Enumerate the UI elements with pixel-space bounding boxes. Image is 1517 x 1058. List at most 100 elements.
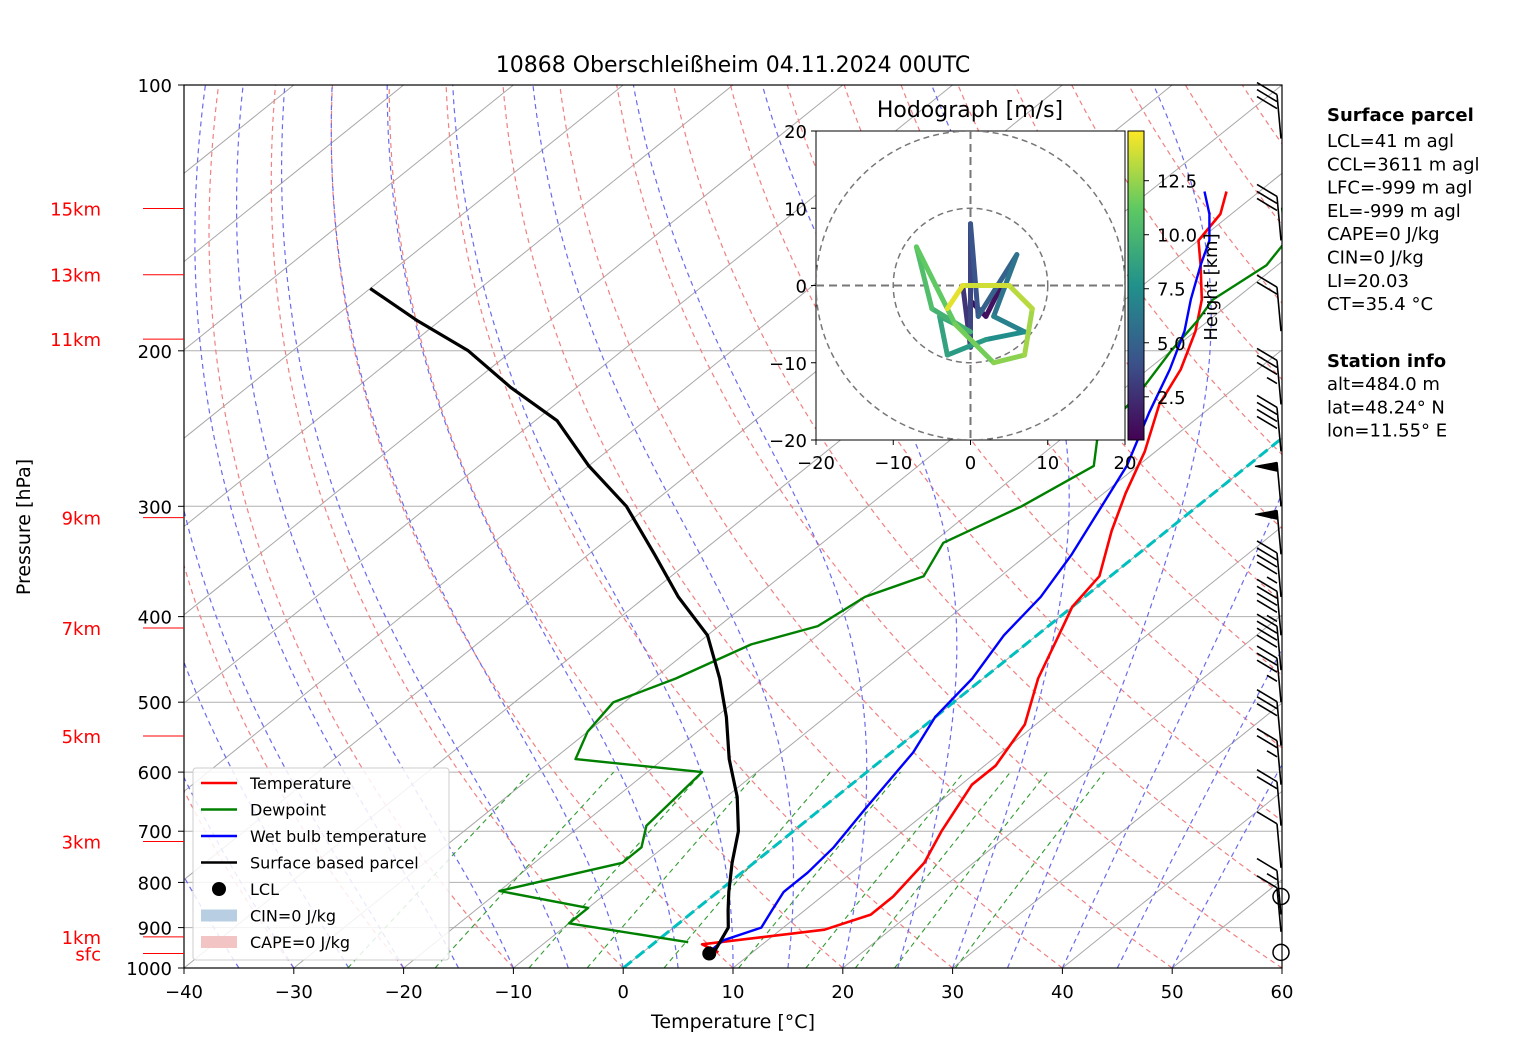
dry-adiabat-line (270, 85, 624, 968)
wind-barb (1256, 875, 1282, 932)
legend-label: CIN=0 J/kg (250, 907, 336, 926)
dry-adiabat-line (502, 85, 1063, 968)
barb-half-flag (1266, 614, 1278, 623)
legend: Temperature Dewpoint Wet bulb temperature S… (192, 767, 450, 961)
barb-flag (1256, 811, 1278, 825)
hodograph-x-tick-label: 0 (965, 453, 976, 474)
x-tick-label: 20 (831, 982, 854, 1003)
isotherm-line (1062, 790, 1282, 968)
colorbar-tick-label: 7.5 (1157, 280, 1186, 301)
isotherm-line (403, 260, 1282, 968)
barb-flag (1256, 347, 1278, 362)
wind-barb (1254, 509, 1282, 555)
station-info-heading: Station info (1327, 351, 1446, 372)
height-marker-label: 11km (50, 330, 101, 351)
colorbar-tick-label: 5.0 (1157, 334, 1186, 355)
barb-flag (1256, 702, 1278, 717)
barb-half-flag (1266, 750, 1278, 758)
x-tick-label: 40 (1051, 982, 1074, 1003)
y-tick-label: 1000 (126, 959, 172, 980)
surface-parcel-line: CT=35.4 °C (1327, 294, 1433, 315)
barb-staff (1276, 591, 1282, 636)
height-marker-label: 7km (62, 619, 101, 640)
legend-patch-swatch (201, 909, 237, 922)
profile-lines (369, 191, 1282, 961)
legend-label: Surface based parcel (250, 854, 419, 873)
moist-adiabat-line (452, 85, 734, 968)
moist-adiabat-line (1061, 491, 1282, 968)
barb-flag (1256, 645, 1278, 659)
height-marker-label: 15km (50, 200, 101, 221)
barb-flag (1256, 408, 1278, 423)
legend-label: Wet bulb temperature (250, 827, 427, 846)
x-tick-label: 60 (1271, 982, 1294, 1003)
wind-barb (1256, 769, 1282, 826)
hodograph-trace-segment (944, 337, 989, 358)
barb-flag (1256, 769, 1278, 783)
legend-label: CAPE=0 J/kg (250, 933, 350, 952)
moist-adiabat-line (1116, 647, 1282, 968)
hodograph-x-tick-label: 20 (1114, 453, 1137, 474)
dry-adiabat-line (445, 85, 953, 968)
legend-label: Temperature (249, 774, 351, 793)
barb-staff (1276, 870, 1282, 915)
convective-temperature-line (622, 436, 1282, 968)
y-tick-label: 500 (138, 693, 172, 714)
moist-adiabat-line (1006, 85, 1212, 968)
mixing-ratio-line (805, 771, 965, 968)
barb-staff (1276, 887, 1282, 932)
lcl-point (702, 946, 717, 961)
barb-staff (1276, 510, 1282, 555)
barb-half-flag (1266, 576, 1278, 584)
isotherm-line (184, 85, 514, 351)
barb-flag (1256, 354, 1278, 369)
barb-pennant (1254, 461, 1278, 472)
height-marker-label: 3km (62, 832, 101, 853)
y-tick-label: 900 (138, 919, 172, 940)
surface-parcel-line: LFC=-999 m agl (1327, 178, 1472, 199)
wind-barb (1256, 274, 1282, 332)
wind-barb (1256, 727, 1282, 785)
barb-flag (1256, 776, 1278, 790)
dry-adiabat-line (616, 85, 1282, 968)
x-tick-label: −10 (494, 982, 532, 1003)
barb-flag (1256, 592, 1278, 607)
barb-flag (1256, 190, 1278, 205)
hodograph-trace-segment (968, 221, 981, 319)
height-marker-label: 13km (50, 266, 101, 287)
y-tick-label: 800 (138, 873, 172, 894)
wind-barb (1256, 578, 1282, 636)
surface-parcel-line: EL=-999 m agl (1327, 201, 1461, 222)
hodograph-trace-segment (991, 352, 1028, 366)
barb-flag (1256, 394, 1278, 409)
hodograph-y-tick-label: 20 (784, 122, 807, 143)
hodograph-y-tick-label: −10 (769, 354, 807, 375)
legend-dot-swatch (212, 882, 226, 896)
moist-adiabat-line (931, 85, 1070, 968)
barb-flag (1256, 599, 1278, 614)
isotherm-line (184, 85, 953, 704)
moist-adiabat-line (532, 85, 795, 968)
x-tick-label: 50 (1161, 982, 1184, 1003)
barb-flag (1256, 578, 1278, 593)
barb-staff (1276, 196, 1282, 241)
wind-barb (1256, 688, 1282, 746)
moist-adiabat-line (1171, 763, 1282, 968)
height-marker-label: 1km (62, 928, 101, 949)
barb-half-flag (1266, 873, 1278, 881)
dry-adiabat-line (208, 85, 514, 968)
barb-half-flag (1266, 674, 1278, 682)
y-tick-label: 400 (138, 608, 172, 629)
x-axis-label: Temperature [°C] (650, 1011, 815, 1033)
barb-flag (1256, 659, 1278, 673)
hodograph-trace-segment (944, 283, 966, 312)
y-tick-label: 700 (138, 822, 172, 843)
barb-flag (1256, 547, 1278, 561)
mixing-ratio-line (854, 771, 1011, 968)
height-marker-label: sfc (75, 945, 101, 966)
surface-parcel-line: CIN=0 J/kg (1327, 248, 1424, 269)
